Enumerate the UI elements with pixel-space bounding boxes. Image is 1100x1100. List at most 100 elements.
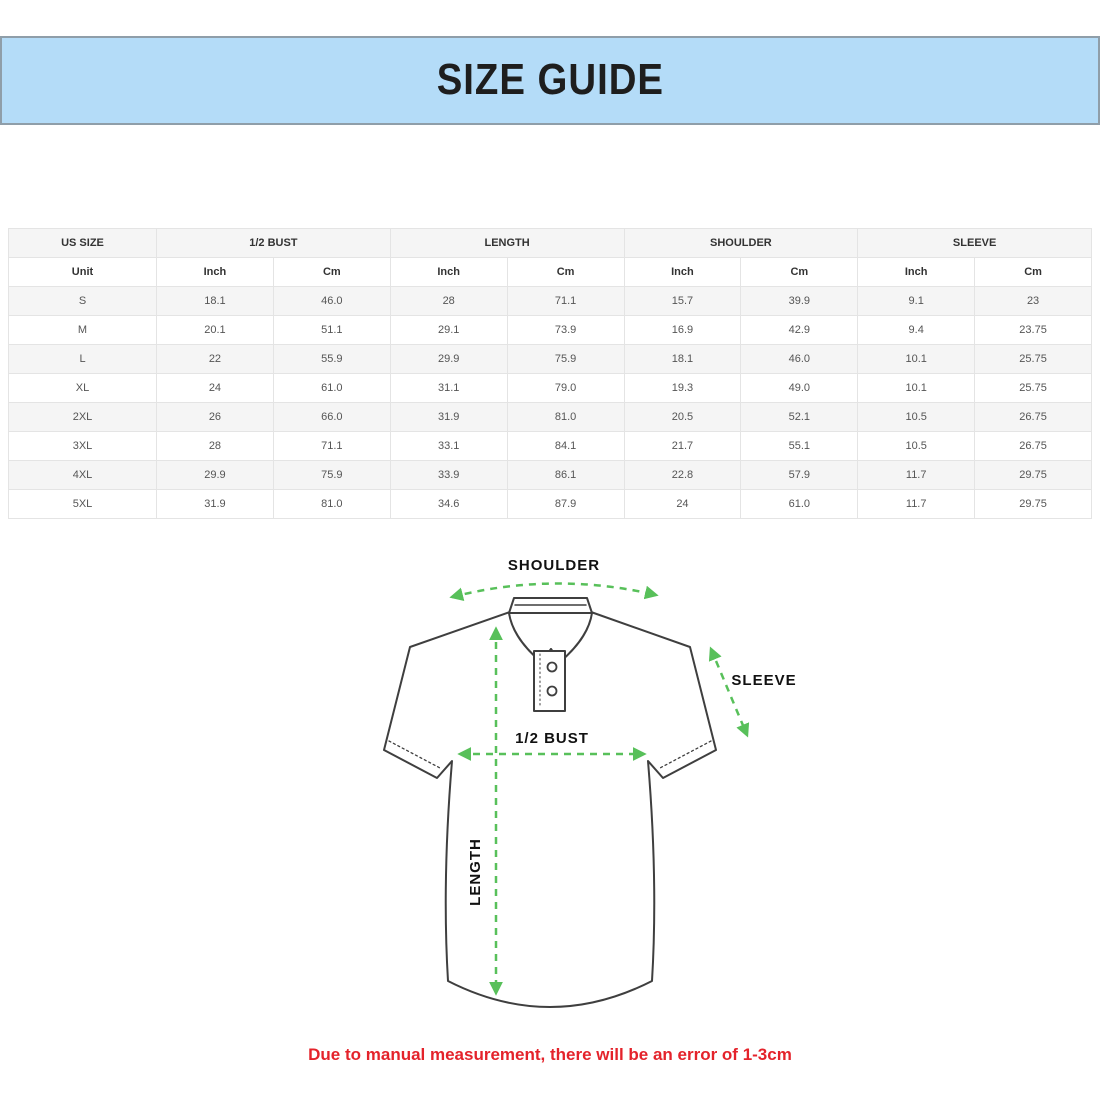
- measurement-cell: 81.0: [272, 489, 391, 519]
- measurement-cell: 71.1: [506, 286, 625, 316]
- button-bottom: [546, 685, 558, 697]
- measurement-cell: 86.1: [506, 460, 625, 490]
- measurement-cell: 46.0: [272, 286, 391, 316]
- measurement-cell: 10.5: [857, 431, 976, 461]
- column-unit-header: Inch: [156, 257, 274, 287]
- size-table: US SIZE 1/2 BUST LENGTH SHOULDER SLEEVE Unit…: [8, 228, 1092, 519]
- shoulder-arrow: [449, 582, 659, 601]
- measurement-cell: 25.75: [974, 373, 1092, 403]
- measurement-cell: 66.0: [272, 402, 391, 432]
- measurement-cell: 75.9: [272, 460, 391, 490]
- measurement-cell: 23: [974, 286, 1092, 316]
- column-unit-header: Cm: [974, 257, 1092, 287]
- size-label-cell: L: [8, 344, 157, 374]
- measurement-cell: 9.1: [857, 286, 976, 316]
- size-row: M 20.1 51.1 29.1 73.9 16.9 42.9 9.4 23.75: [8, 315, 1092, 345]
- measurement-cell: 61.0: [740, 489, 859, 519]
- measurement-cell: 28: [389, 286, 508, 316]
- size-row: 5XL 31.9 81.0 34.6 87.9 24 61.0 11.7 29.75: [8, 489, 1092, 519]
- column-unit-header: Cm: [506, 257, 625, 287]
- measurement-cell: 33.1: [389, 431, 508, 461]
- column-unit-header: Unit: [8, 257, 157, 287]
- measurement-cell: 9.4: [857, 315, 976, 345]
- right-sleeve-hem-stitch: [659, 740, 712, 769]
- size-label-cell: XL: [8, 373, 157, 403]
- measurement-cell: 81.0: [506, 402, 625, 432]
- measurement-cell: 55.1: [740, 431, 859, 461]
- size-label-cell: 5XL: [8, 489, 157, 519]
- measurement-cell: 16.9: [623, 315, 742, 345]
- size-table-container: US SIZE 1/2 BUST LENGTH SHOULDER SLEEVE Unit…: [8, 228, 1092, 519]
- size-diagram: SHOULDER SLEEVE 1/2 BUST LENGTH: [383, 557, 796, 1008]
- measurement-arrows: [449, 582, 750, 996]
- measurement-cell: 11.7: [857, 460, 976, 490]
- measurement-cell: 51.1: [272, 315, 391, 345]
- measurement-cell: 15.7: [623, 286, 742, 316]
- measurement-cell: 23.75: [974, 315, 1092, 345]
- measurement-cell: 42.9: [740, 315, 859, 345]
- page-title: SIZE GUIDE: [436, 56, 664, 104]
- size-label-cell: M: [8, 315, 157, 345]
- size-row: S 18.1 46.0 28 71.1 15.7 39.9 9.1 23: [8, 286, 1092, 316]
- column-unit-header: Inch: [623, 257, 742, 287]
- measurement-cell: 10.5: [857, 402, 976, 432]
- measurement-cell: 25.75: [974, 344, 1092, 374]
- measurement-cell: 20.1: [156, 315, 274, 345]
- measurement-cell: 33.9: [389, 460, 508, 490]
- measurement-cell: 10.1: [857, 344, 976, 374]
- measurement-cell: 79.0: [506, 373, 625, 403]
- measurement-cell: 29.75: [974, 460, 1092, 490]
- measurement-cell: 57.9: [740, 460, 859, 490]
- size-label-cell: S: [8, 286, 157, 316]
- measurement-cell: 61.0: [272, 373, 391, 403]
- measurement-cell: 24: [623, 489, 742, 519]
- column-unit-header: Inch: [857, 257, 976, 287]
- measurement-cell: 26.75: [974, 431, 1092, 461]
- size-row: 2XL 26 66.0 31.9 81.0 20.5 52.1 10.5 26.75: [8, 402, 1092, 432]
- measurement-cell: 29.75: [974, 489, 1092, 519]
- placket: [533, 650, 566, 712]
- measurement-cell: 18.1: [623, 344, 742, 374]
- left-sleeve-hem-stitch: [388, 740, 441, 769]
- measurement-cell: 87.9: [506, 489, 625, 519]
- table-group-row: US SIZE 1/2 BUST LENGTH SHOULDER SLEEVE: [8, 228, 1092, 258]
- measurement-error-note: Due to manual measurement, there will be…: [308, 1045, 792, 1064]
- size-row: XL 24 61.0 31.1 79.0 19.3 49.0 10.1 25.75: [8, 373, 1092, 403]
- measurement-cell: 19.3: [623, 373, 742, 403]
- sleeve-arrow-label: SLEEVE: [731, 672, 796, 689]
- measurement-cell: 29.9: [389, 344, 508, 374]
- measurement-cell: 22: [156, 344, 274, 374]
- measurement-cell: 29.1: [389, 315, 508, 345]
- measurement-cell: 29.9: [156, 460, 274, 490]
- measurement-cell: 31.9: [156, 489, 274, 519]
- shoulder-arrow-label: SHOULDER: [508, 557, 600, 574]
- measurement-cell: 73.9: [506, 315, 625, 345]
- size-label-cell: 3XL: [8, 431, 157, 461]
- measurement-cell: 11.7: [857, 489, 976, 519]
- measurement-cell: 31.1: [389, 373, 508, 403]
- measurement-cell: 71.1: [272, 431, 391, 461]
- measurement-cell: 28: [156, 431, 274, 461]
- measurement-cell: 55.9: [272, 344, 391, 374]
- size-row: 3XL 28 71.1 33.1 84.1 21.7 55.1 10.5 26.75: [8, 431, 1092, 461]
- measurement-cell: 46.0: [740, 344, 859, 374]
- shirt-body-outline: [383, 611, 717, 1008]
- measurement-cell: 75.9: [506, 344, 625, 374]
- column-unit-header: Cm: [740, 257, 859, 287]
- table-unit-row: Unit Inch Cm Inch Cm Inch Cm Inch Cm: [8, 257, 1092, 287]
- length-arrow-label: LENGTH: [467, 838, 484, 906]
- measurement-cell: 26: [156, 402, 274, 432]
- measurement-cell: 39.9: [740, 286, 859, 316]
- column-group-header: 1/2 BUST: [156, 228, 391, 258]
- measurement-cell: 22.8: [623, 460, 742, 490]
- column-unit-header: Inch: [389, 257, 508, 287]
- measurement-cell: 49.0: [740, 373, 859, 403]
- column-unit-header: Cm: [272, 257, 391, 287]
- measurement-cell: 10.1: [857, 373, 976, 403]
- column-group-header: SHOULDER: [623, 228, 859, 258]
- table-body: S 18.1 46.0 28 71.1 15.7 39.9 9.1 23 M 20.1 51.1 29.…: [8, 286, 1092, 519]
- bust-arrow-label: 1/2 BUST: [515, 730, 589, 747]
- column-group-header: US SIZE: [8, 228, 157, 258]
- size-row: 4XL 29.9 75.9 33.9 86.1 22.8 57.9 11.7 29.75: [8, 460, 1092, 490]
- size-guide-banner: SIZE GUIDE: [0, 36, 1100, 125]
